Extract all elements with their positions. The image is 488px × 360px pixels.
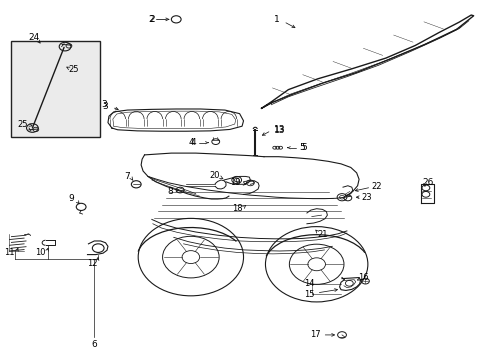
Text: 12: 12 xyxy=(87,259,98,268)
Text: 5: 5 xyxy=(301,143,306,152)
Text: 5: 5 xyxy=(299,143,305,152)
Text: 11: 11 xyxy=(4,248,15,257)
Text: 18: 18 xyxy=(232,204,243,213)
Text: 21: 21 xyxy=(317,230,327,239)
Text: 22: 22 xyxy=(370,182,381,191)
Text: 4: 4 xyxy=(189,138,194,147)
Bar xyxy=(11,41,100,137)
Text: 2: 2 xyxy=(149,15,154,24)
Text: 13: 13 xyxy=(273,125,285,134)
Text: 24: 24 xyxy=(28,33,40,42)
Text: 6: 6 xyxy=(91,340,97,349)
Text: 25: 25 xyxy=(68,65,79,74)
Text: 13: 13 xyxy=(273,126,285,135)
Text: 3: 3 xyxy=(102,102,108,111)
Text: 23: 23 xyxy=(360,193,371,202)
Text: 2: 2 xyxy=(148,15,153,24)
Text: 4: 4 xyxy=(191,138,196,147)
Text: 1: 1 xyxy=(274,15,280,24)
Text: 25: 25 xyxy=(18,120,28,129)
Text: 7: 7 xyxy=(124,172,130,181)
Text: 9: 9 xyxy=(68,194,74,203)
Text: 15: 15 xyxy=(304,289,314,298)
Text: 3: 3 xyxy=(101,100,107,109)
Text: 17: 17 xyxy=(310,330,320,339)
Text: 19: 19 xyxy=(230,178,241,187)
Text: 8: 8 xyxy=(167,187,173,196)
Text: 14: 14 xyxy=(304,279,314,288)
Text: 20: 20 xyxy=(208,171,219,180)
Text: 16: 16 xyxy=(357,273,368,282)
Text: 10: 10 xyxy=(35,248,46,257)
Text: 26: 26 xyxy=(421,178,433,187)
